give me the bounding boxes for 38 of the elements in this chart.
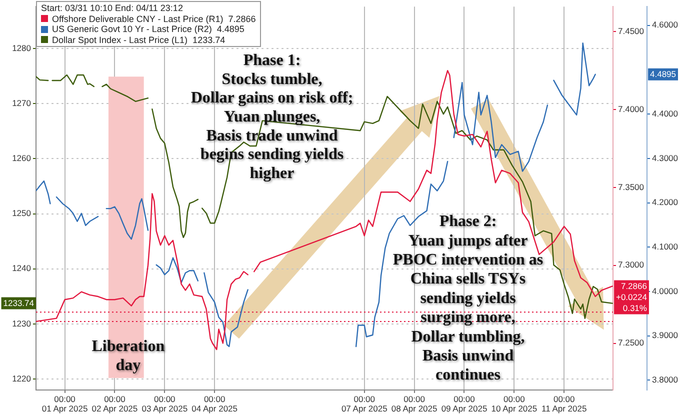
text: Phase 2: Yuan jumps after PBOC intervention as China sells TSYs sending yields surging more, Dollar tumbling, Basis unwind continues — [392, 213, 544, 384]
y-tick-label: 1250 — [12, 208, 32, 218]
y2-tick-label: 7.4500 — [618, 26, 644, 36]
x-tick-label: 00:00 01 Apr 2025 — [42, 394, 88, 414]
x-tick-label: 00:00 09 Apr 2025 — [441, 394, 488, 414]
y2-tick-label: 7.3000 — [618, 260, 644, 270]
y3-tick-label: 3.8000 — [652, 374, 678, 385]
y-tick-label: 1240 — [12, 263, 32, 274]
y3-tick-label: 4.1000 — [652, 241, 678, 252]
y2-tick-label: 7.3500 — [618, 182, 644, 192]
legend-title: Start: 03/31 10:10 End: 04/11 23:12 — [41, 3, 184, 14]
y-tick-label: 1220 — [12, 373, 32, 384]
y3-tick-label: 3.9000 — [652, 330, 678, 340]
y2-tick-label: 7.4000 — [618, 104, 644, 114]
x-tick-label: 00:00 08 Apr 2025 — [391, 394, 438, 414]
y3-tick-label: 4.3000 — [652, 152, 678, 163]
y-tick-label: 1280 — [12, 42, 32, 53]
y3-tick-label: 4.2000 — [652, 197, 678, 208]
y3-tick-label: 4.4000 — [652, 108, 678, 118]
y3-tick-label: 4.6000 — [652, 20, 678, 30]
x-tick-label: 00:00 02 Apr 2025 — [92, 394, 138, 414]
band-label: Liberation day — [92, 338, 165, 374]
text: 1233.74 — [3, 298, 34, 308]
x-tick-label: 00:00 11 Apr 2025 — [542, 394, 587, 414]
y-tick-label: 1260 — [12, 153, 32, 164]
text: 4.4895 — [650, 69, 676, 80]
y-tick-label: 1270 — [12, 98, 32, 108]
y2-tick-label: 7.2500 — [618, 338, 644, 348]
y3-tick-label: 4.0000 — [652, 286, 678, 296]
legend-label: Offshore Deliverable CNY - Last Price (R1) 7.2866 — [52, 14, 256, 24]
legend-label: US Generic Govt 10 Yr - Last Price (R2) 4.4895 — [52, 24, 244, 34]
x-tick-label: 00:00 07 Apr 2025 — [341, 394, 388, 414]
x-tick-label: 00:00 03 Apr 2025 — [142, 394, 188, 414]
y-tick-label: 1230 — [12, 318, 32, 328]
legend-label: Dollar Spot Index - Last Price (L1) 1233.74 — [52, 34, 226, 45]
x-tick-label: 00:00 04 Apr 2025 — [192, 394, 238, 414]
x-tick-label: 00:00 10 Apr 2025 — [491, 394, 538, 414]
text: 7.2866 +0.0224 0.31% — [616, 281, 648, 314]
